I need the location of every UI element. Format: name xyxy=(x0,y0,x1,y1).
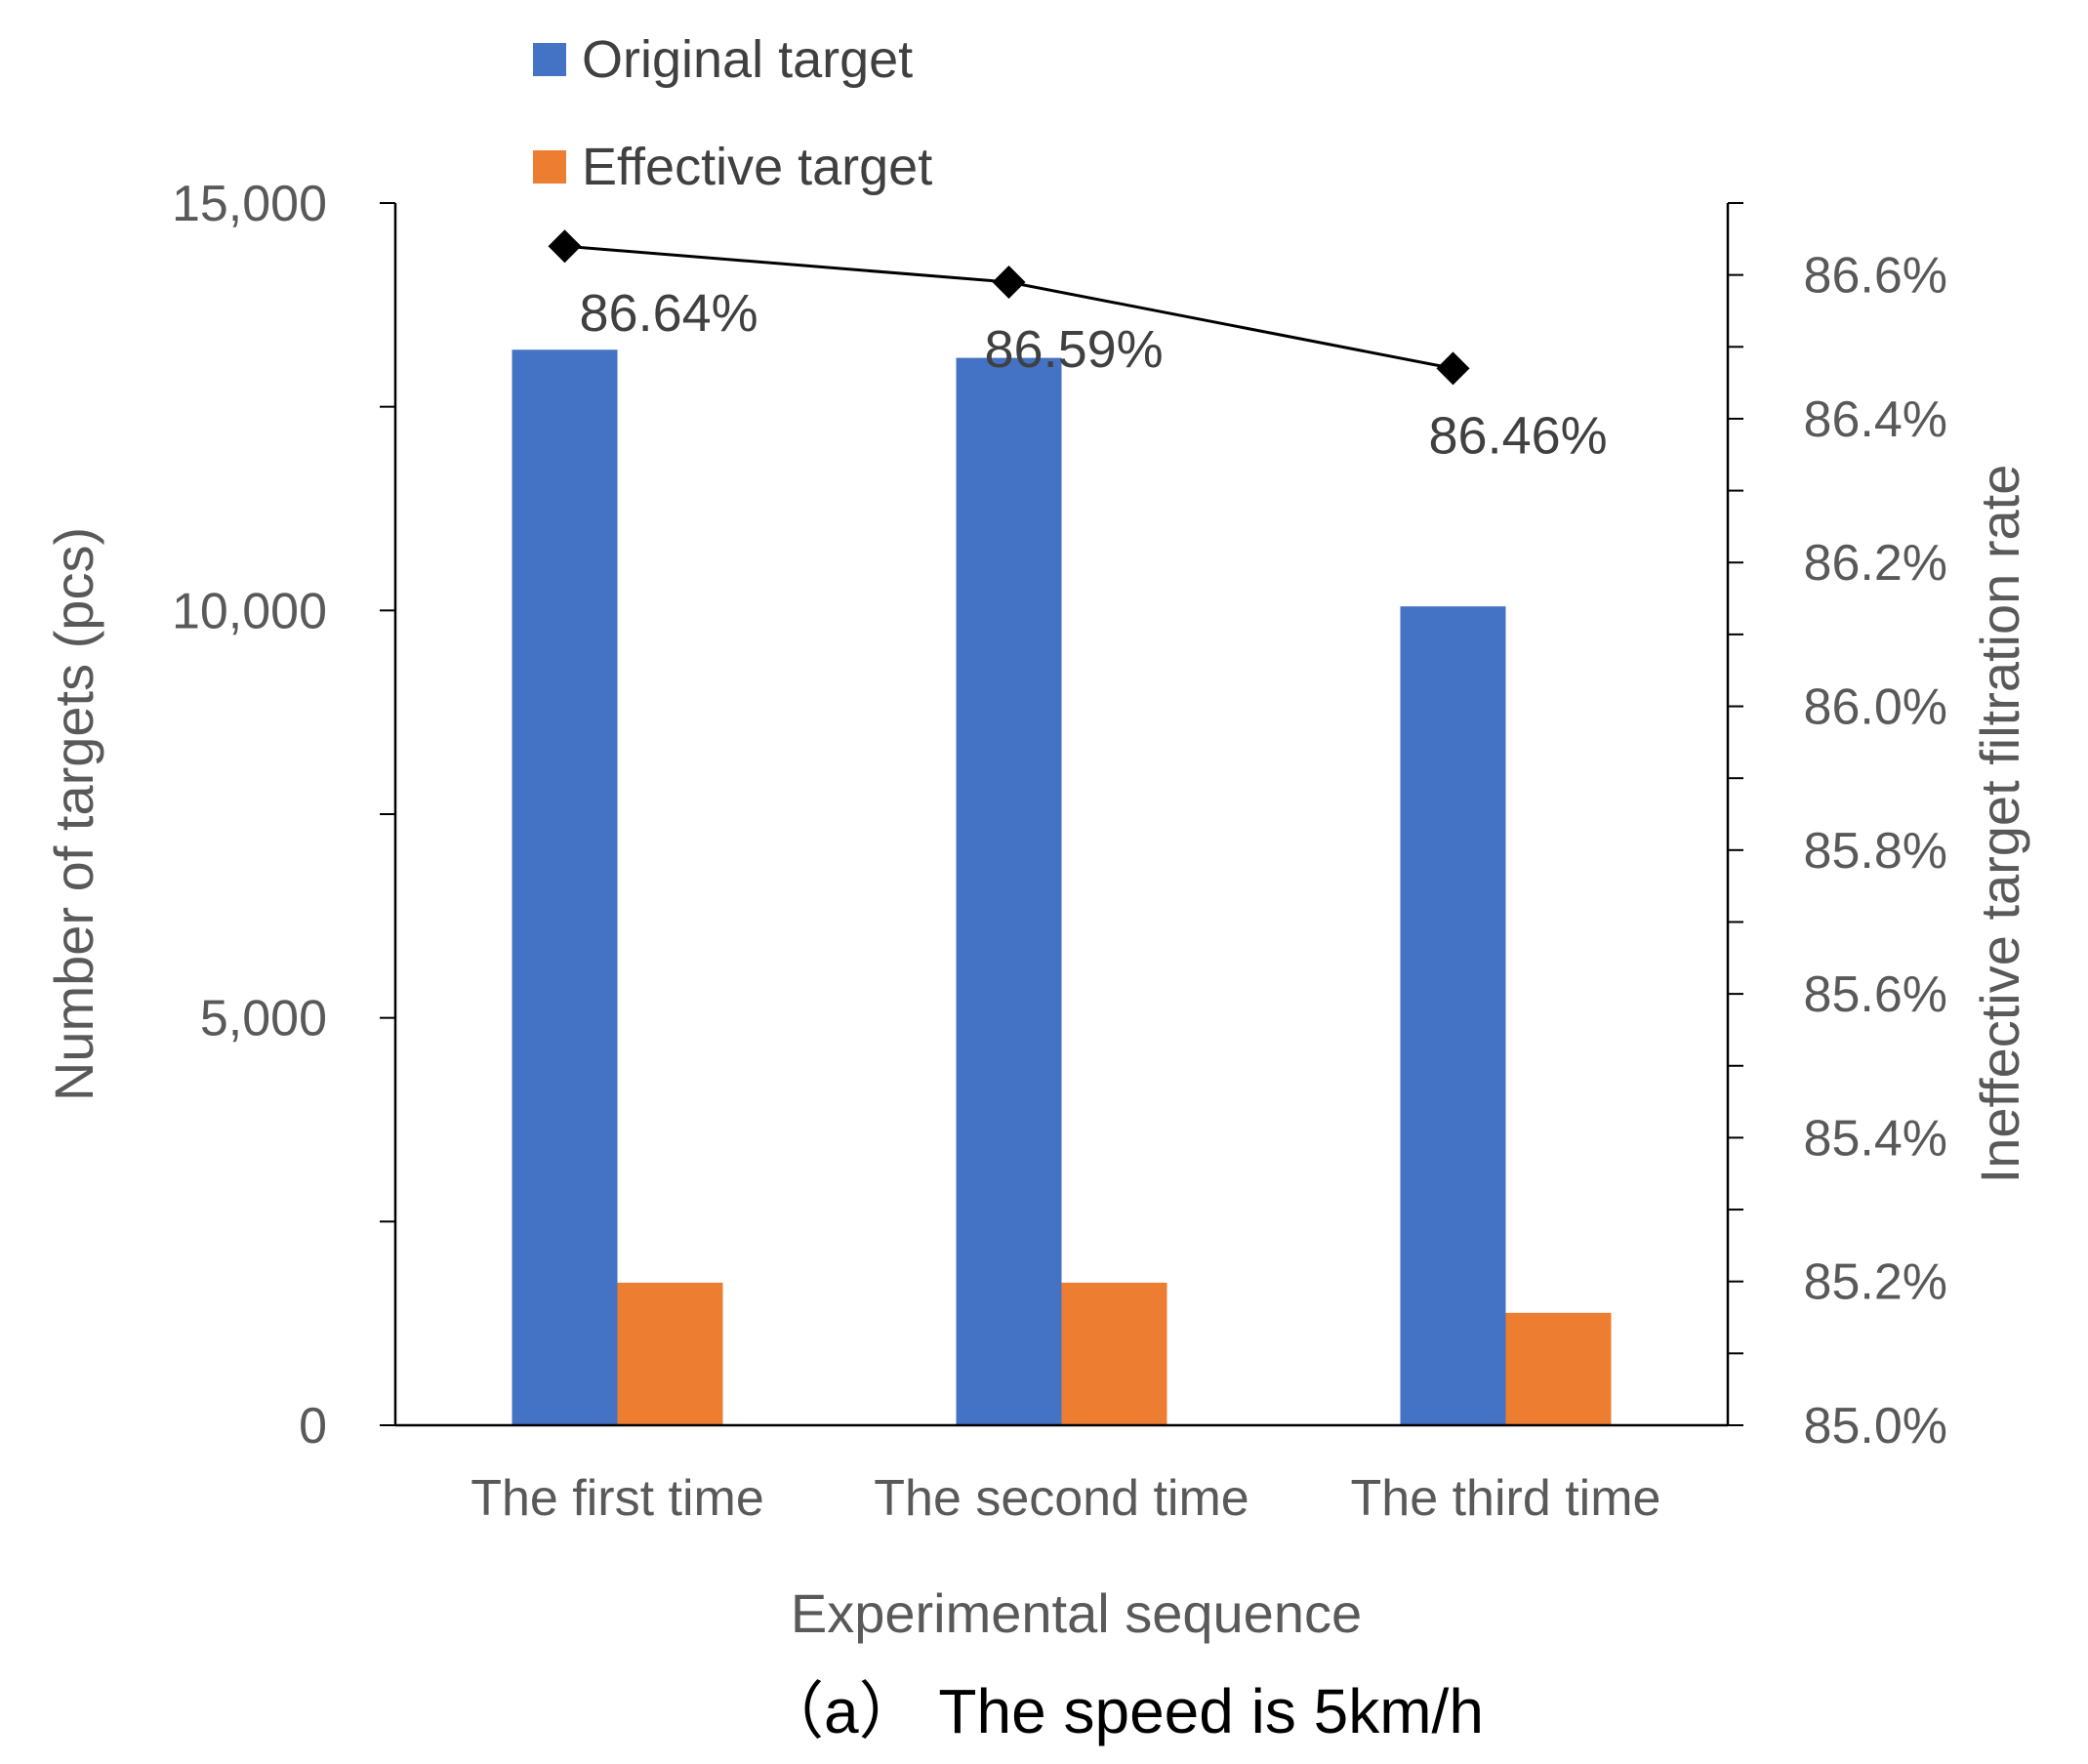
left-axis-title: Number of targets (pcs) xyxy=(43,527,104,1101)
right-tick-label: 86.2% xyxy=(1804,535,1947,592)
legend-swatch-2 xyxy=(533,150,566,184)
rate-data-label-3: 86.46% xyxy=(1429,406,1608,465)
right-tick-label: 85.4% xyxy=(1804,1110,1947,1167)
bar-original-2 xyxy=(956,357,1062,1425)
legend-label-2: Effective target xyxy=(582,138,932,196)
rate-marker-2 xyxy=(992,266,1026,300)
legend-swatch-1 xyxy=(533,43,566,76)
right-tick-label: 86.0% xyxy=(1804,679,1947,736)
left-tick-label: 0 xyxy=(299,1398,327,1455)
right-tick-label: 86.6% xyxy=(1804,248,1947,305)
right-tick-label: 86.4% xyxy=(1804,391,1947,448)
left-tick-label: 5,000 xyxy=(200,991,327,1047)
rate-data-label-1: 86.64% xyxy=(580,284,758,343)
bar-effective-2 xyxy=(1061,1282,1167,1425)
right-tick-label: 85.2% xyxy=(1804,1254,1947,1311)
bar-original-3 xyxy=(1400,606,1506,1425)
right-tick-label: 85.6% xyxy=(1804,966,1947,1023)
right-tick-label: 85.8% xyxy=(1804,823,1947,880)
rate-marker-3 xyxy=(1436,351,1470,386)
rate-marker-1 xyxy=(548,229,582,264)
left-tick-label: 15,000 xyxy=(172,176,327,232)
bar-effective-1 xyxy=(617,1282,723,1425)
figure-caption: （a） The speed is 5km/h xyxy=(761,1676,1484,1746)
x-tick-label: The first time xyxy=(471,1470,764,1527)
x-tick-label: The third time xyxy=(1351,1470,1661,1527)
right-axis-title: Ineffective target filtration rate xyxy=(1969,465,2030,1184)
x-tick-label: The second time xyxy=(874,1470,1249,1527)
x-axis-title: Experimental sequence xyxy=(791,1582,1362,1644)
left-tick-label: 10,000 xyxy=(172,583,327,639)
rate-data-label-2: 86.59% xyxy=(985,320,1164,379)
legend-label-1: Original target xyxy=(582,30,913,89)
bar-effective-3 xyxy=(1505,1312,1612,1425)
right-tick-label: 85.0% xyxy=(1804,1398,1947,1455)
bar-original-1 xyxy=(512,349,618,1425)
